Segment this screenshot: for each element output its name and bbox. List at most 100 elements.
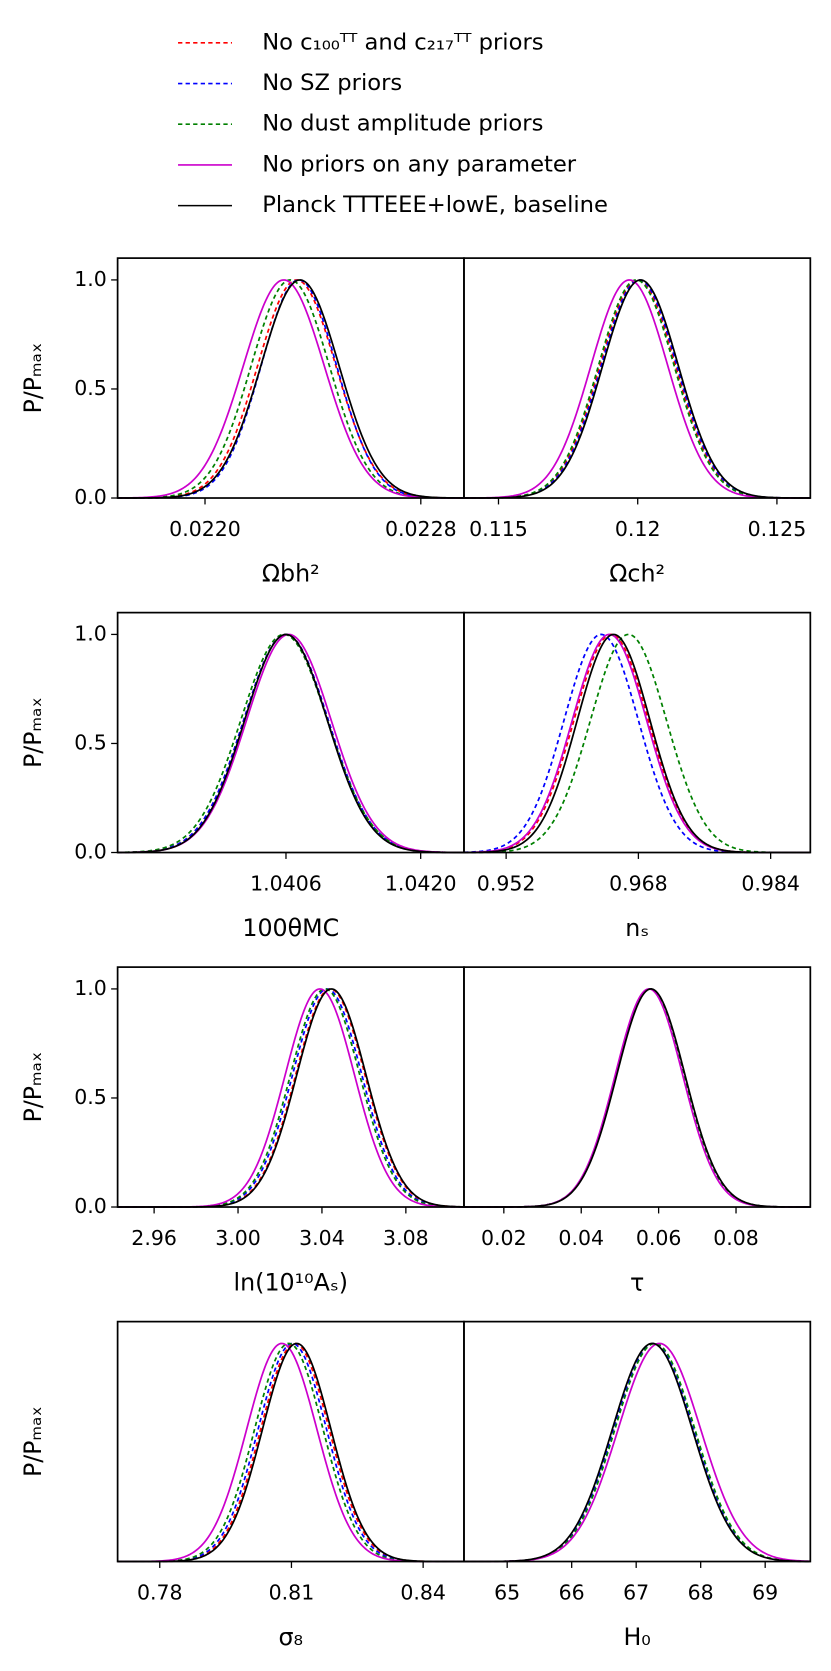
x-axis-label: Ωbh² [262, 560, 320, 588]
x-axis-label: Ωch² [609, 560, 665, 588]
y-tick-label: 1.0 [74, 976, 107, 1000]
density-curve [463, 633, 811, 854]
x-axis-label: τ [630, 1269, 644, 1297]
axes-frame [116, 611, 465, 854]
density-curve [117, 988, 464, 1208]
density-curve [463, 988, 811, 1208]
density-curve [463, 279, 811, 499]
y-tick-label: 1.0 [74, 267, 107, 291]
legend-label: Planck TTTEEE+lowE, baseline [262, 192, 608, 218]
panel: 65 66 67 68 69 H₀ [463, 1320, 812, 1651]
x-tick-label: 0.12 [615, 517, 661, 541]
y-tick-label: 0.5 [74, 1085, 107, 1109]
axes-frame [463, 257, 812, 499]
density-curve [463, 1342, 811, 1563]
y-tick-label: 0.0 [74, 485, 107, 509]
density-curve [117, 633, 464, 854]
x-tick-label: 1.0406 [250, 872, 322, 896]
density-curve [463, 988, 811, 1208]
x-axis-label: nₛ [625, 914, 649, 942]
y-tick-label: 0.5 [74, 376, 107, 400]
x-tick-label: 0.0228 [385, 517, 457, 541]
panel: 0.952 0.968 0.984 nₛ [463, 611, 812, 942]
density-curve [463, 988, 811, 1208]
x-tick-label: 0.84 [400, 1581, 446, 1605]
density-curve [117, 633, 464, 854]
x-tick-label: 0.06 [636, 1226, 682, 1250]
axes-frame [116, 257, 465, 499]
x-tick-label: 68 [688, 1581, 714, 1605]
density-curve [117, 279, 464, 499]
panel: 0.78 0.81 0.84 σ₈ P/Pₘₐₓ [19, 1320, 465, 1651]
x-tick-label: 3.04 [299, 1226, 345, 1250]
x-tick-label: 65 [494, 1581, 520, 1605]
density-curve [117, 988, 464, 1208]
panel: 0.115 0.12 0.125 Ωch² [463, 257, 812, 588]
x-tick-label: 67 [623, 1581, 649, 1605]
density-curve [463, 279, 811, 499]
y-tick-label: 0.0 [74, 1194, 107, 1218]
density-curve [463, 633, 811, 854]
density-curve [463, 988, 811, 1208]
panel: 1.0406 1.0420 0.0 0.5 1.0 100θMC P/Pₘₐₓ [19, 611, 465, 942]
y-axis-label: P/Pₘₐₓ [19, 343, 47, 414]
density-curve [117, 1342, 464, 1563]
density-curve [117, 633, 464, 854]
legend-label: No dust amplitude priors [262, 111, 543, 137]
x-tick-label: 2.96 [131, 1226, 177, 1250]
x-axis-label: H₀ [623, 1623, 650, 1651]
y-tick-label: 0.0 [74, 840, 107, 864]
x-tick-label: 1.0420 [385, 872, 457, 896]
x-tick-label: 0.968 [609, 872, 668, 896]
density-curve [463, 633, 811, 854]
axes-frame [463, 611, 812, 854]
x-tick-label: 0.0220 [169, 517, 241, 541]
y-axis-label: P/Pₘₐₓ [19, 1406, 47, 1477]
x-tick-label: 3.08 [383, 1226, 429, 1250]
axes-frame [116, 966, 465, 1208]
density-curve [117, 633, 464, 854]
density-curve [117, 1342, 464, 1563]
density-curve [463, 1342, 811, 1563]
x-tick-label: 0.115 [469, 517, 528, 541]
axes-frame [463, 1320, 812, 1563]
x-tick-label: 66 [559, 1581, 585, 1605]
density-curve [117, 988, 464, 1208]
density-curve [463, 1342, 811, 1563]
x-axis-label: σ₈ [279, 1623, 304, 1651]
x-tick-label: 0.952 [477, 872, 536, 896]
x-tick-label: 3.00 [215, 1226, 261, 1250]
density-curve [117, 279, 464, 499]
x-tick-label: 0.81 [269, 1581, 315, 1605]
x-tick-label: 0.02 [481, 1226, 527, 1250]
x-tick-label: 0.125 [748, 517, 807, 541]
legend-label: No c₁₀₀ᵀᵀ and c₂₁₇ᵀᵀ priors [262, 29, 543, 55]
y-axis-label: P/Pₘₐₓ [19, 697, 47, 768]
x-tick-label: 0.08 [713, 1226, 759, 1250]
x-tick-label: 0.04 [558, 1226, 604, 1250]
y-tick-label: 1.0 [74, 621, 107, 645]
x-tick-label: 0.984 [741, 872, 800, 896]
density-curve [117, 633, 464, 854]
legend-label: No priors on any parameter [262, 151, 577, 177]
x-axis-label: ln(10¹⁰Aₛ) [234, 1269, 348, 1297]
density-curve [117, 1342, 464, 1563]
density-curve [463, 988, 811, 1208]
density-curve [463, 279, 811, 499]
density-curve [463, 279, 811, 499]
density-curve [463, 1342, 811, 1563]
x-tick-label: 69 [752, 1581, 778, 1605]
legend-label: No SZ priors [262, 70, 402, 96]
panel: 2.96 3.00 3.04 3.08 0.0 0.5 1.0 ln(10¹⁰Aₛ) P/Pₘₐ… [19, 966, 465, 1297]
x-axis-label: 100θMC [242, 914, 339, 942]
y-tick-label: 0.5 [74, 731, 107, 755]
density-curve [117, 279, 464, 499]
figure-body: No c₁₀₀ᵀᵀ and c₂₁₇ᵀᵀ priors No SZ priors N… [19, 29, 812, 1651]
density-curve [463, 633, 811, 854]
density-curve [463, 1342, 811, 1563]
density-curve [117, 1342, 464, 1563]
density-curve [463, 279, 811, 499]
axes-frame [463, 966, 812, 1208]
axes-frame [116, 1320, 465, 1563]
